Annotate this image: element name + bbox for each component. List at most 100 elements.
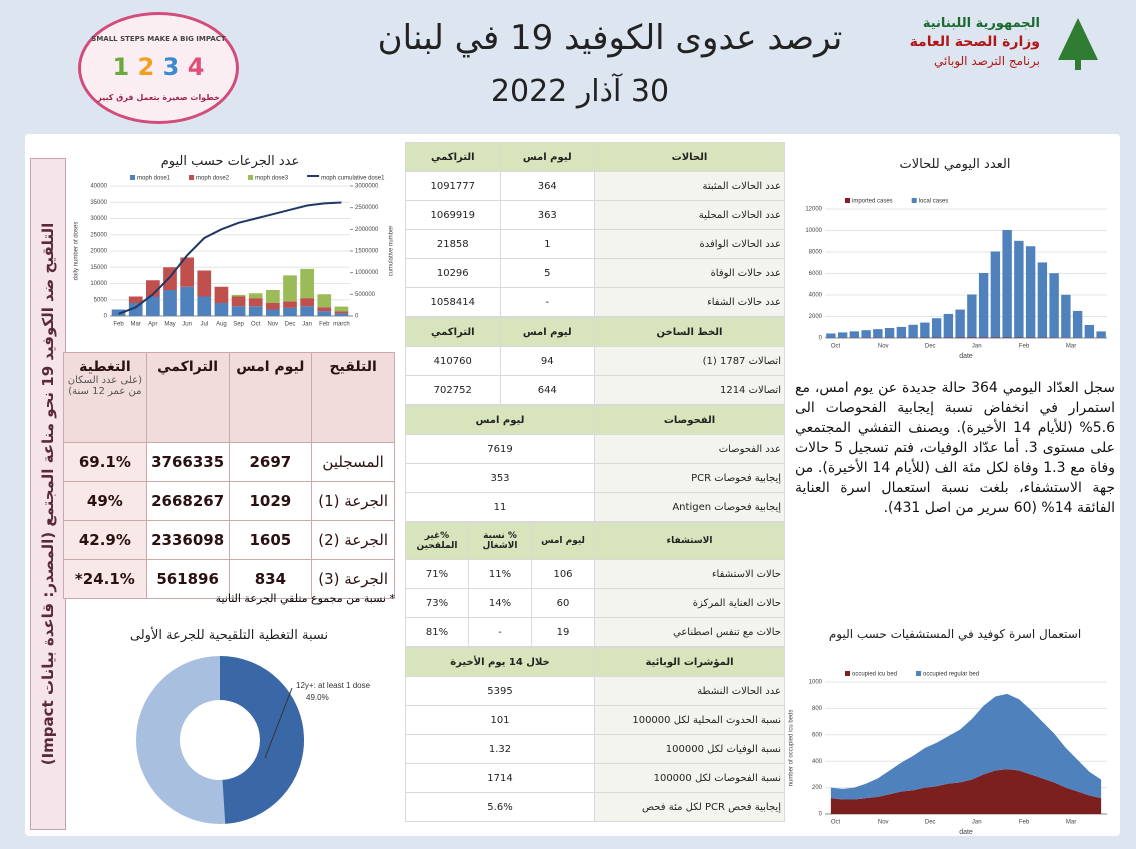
- chart-title: العدد اليومي للحالات: [899, 157, 1011, 172]
- cell: 834: [228, 559, 313, 599]
- x-tick-label: Feb: [1019, 344, 1030, 350]
- x-tick-label: march: [333, 322, 350, 328]
- x-tick-label: Mar: [1066, 820, 1076, 826]
- header-text: التلقيح: [329, 359, 377, 375]
- cell: اتصالات 1787 (1): [594, 346, 785, 376]
- x-tick-label: Jan: [972, 344, 982, 350]
- cell: 24.1%*: [63, 559, 147, 599]
- cell: % نسبة الاشغال: [468, 522, 532, 560]
- cell: عدد حالات الشفاء: [594, 287, 785, 317]
- logo-arabic: خطوات صغيرة بتعمل فرق كبير: [97, 93, 220, 102]
- bar: [283, 275, 297, 302]
- cell: 561896: [145, 559, 230, 599]
- legend-label: moph dose1: [137, 176, 171, 182]
- y-tick-label: 5000: [94, 297, 108, 303]
- cell: 410760: [405, 346, 501, 376]
- bar: [231, 294, 246, 297]
- cell: الفحوصات: [594, 405, 785, 435]
- cell: إيجابية فحوصات PCR: [594, 463, 785, 493]
- bar: [967, 294, 977, 338]
- dose-chart: 0 5000 10000 15000 20000 25000 30000 35000 40000…: [74, 175, 395, 328]
- row: اتصالات 1214 644 702752: [405, 375, 785, 405]
- cell: 1091777: [405, 171, 501, 201]
- bar: [317, 294, 332, 308]
- header-row: الخط الساخن ليوم امس التراكمي: [405, 317, 785, 347]
- x-tick-label: Dec: [925, 344, 936, 350]
- vaccine-row: الجرعة (3) 834 561896 24.1%*: [63, 559, 395, 599]
- donut-title: نسبة التغطية التلقيحية للجرعة الأولى: [129, 628, 329, 643]
- bar: [266, 309, 280, 316]
- row: حالات الاستشفاء 106 11% 71%: [405, 559, 785, 589]
- row: إيجابية فحوصات PCR 353: [405, 463, 785, 493]
- cell: المؤشرات الوبائية: [594, 647, 785, 677]
- y-tick-label: 30000: [90, 216, 107, 222]
- bar: [1002, 230, 1012, 338]
- y-tick-label: 35000: [90, 200, 107, 206]
- bar: [837, 332, 848, 338]
- donut-slice: [219, 656, 304, 824]
- vaccine-table-wrap: التلقيح ليوم امس التراكمي التغطية (على عدد ا…: [63, 352, 395, 599]
- bar: [990, 337, 1001, 338]
- bar: [943, 313, 954, 338]
- ministry-line: الجمهورية اللبنانية: [922, 16, 1040, 31]
- bar: [1049, 273, 1059, 338]
- row: نسبة الحدوث المحلية لكل 100000 101: [405, 705, 785, 735]
- ministry-line: برنامج الترصد الوبائي: [933, 54, 1040, 68]
- logo-text: SMALL STEPS MAKE A BIG IMPACT: [91, 35, 226, 43]
- y-tick-label: 800: [812, 706, 823, 712]
- cell: 81%: [405, 617, 469, 647]
- cell: الجرعة (3): [311, 559, 395, 599]
- header-text: التراكمي: [157, 359, 219, 375]
- cell: 1.32: [405, 734, 595, 764]
- y-tick-label: 40000: [90, 184, 107, 190]
- cell: حالات مع تنفس اصطناعي: [594, 617, 785, 647]
- y-tick-label: 400: [812, 759, 823, 765]
- y2-axis-label: cumulative number: [389, 226, 395, 277]
- row: إيجابية فحص PCR لكل مئة فحص 5.6%: [405, 792, 785, 822]
- bar: [197, 270, 212, 297]
- cell: 73%: [405, 588, 469, 618]
- bar: [1061, 294, 1071, 338]
- header-row: الفحوصات ليوم امس: [405, 405, 785, 435]
- bar: [317, 311, 332, 316]
- cell: عدد الحالات النشطة: [594, 676, 785, 706]
- cell: 106: [531, 559, 595, 589]
- cell: 19: [531, 617, 595, 647]
- row: اتصالات 1787 (1) 94 410760: [405, 346, 785, 376]
- legend-swatch: [130, 175, 135, 180]
- area: [830, 693, 1102, 800]
- cell: إيجابية فحوصات Antigen: [594, 492, 785, 522]
- row: نسبة الوفيات لكل 100000 1.32: [405, 734, 785, 764]
- cell: 5: [499, 258, 595, 288]
- cell: خلال 14 يوم الأخيرة: [405, 647, 595, 677]
- vaccine-row: المسجلين 2697 3766335 69.1%: [63, 442, 395, 482]
- cell: إيجابية فحص PCR لكل مئة فحص: [594, 792, 785, 822]
- cell: 10296: [405, 258, 501, 288]
- row: عدد حالات الوفاة 5 10296: [405, 258, 785, 288]
- cell: 1605: [228, 520, 313, 560]
- section-table: الحالات ليوم امس التراكمي عدد الحالات المثب…: [405, 142, 785, 317]
- bar: [908, 324, 918, 338]
- x-axis-label: date: [959, 353, 973, 360]
- bar: [180, 257, 194, 287]
- row: عدد الحالات المثبتة 364 1091777: [405, 171, 785, 201]
- y2-tick-label: 2500000: [355, 205, 379, 211]
- cell: ليوم امس: [531, 522, 595, 560]
- cell: 14%: [468, 588, 532, 618]
- header-row: الحالات ليوم امس التراكمي: [405, 142, 785, 172]
- bar: [248, 293, 263, 299]
- bar: [266, 303, 280, 310]
- row: حالات العناية المركزة 60 14% 73%: [405, 588, 785, 618]
- legend-swatch: [845, 671, 850, 676]
- cell: 69.1%: [63, 442, 147, 482]
- bar: [317, 307, 332, 312]
- bar: [197, 296, 212, 316]
- x-tick-label: Aug: [216, 322, 227, 328]
- cell: 60: [531, 588, 595, 618]
- x-tick-label: May: [164, 322, 175, 328]
- bar: [128, 303, 143, 316]
- bar: [283, 301, 297, 308]
- row: عدد الحالات المحلية 363 1069919: [405, 200, 785, 230]
- bar: [231, 296, 246, 307]
- header-row: الاستشفاء ليوم امس% نسبة الاشغال %غير المل…: [405, 522, 785, 560]
